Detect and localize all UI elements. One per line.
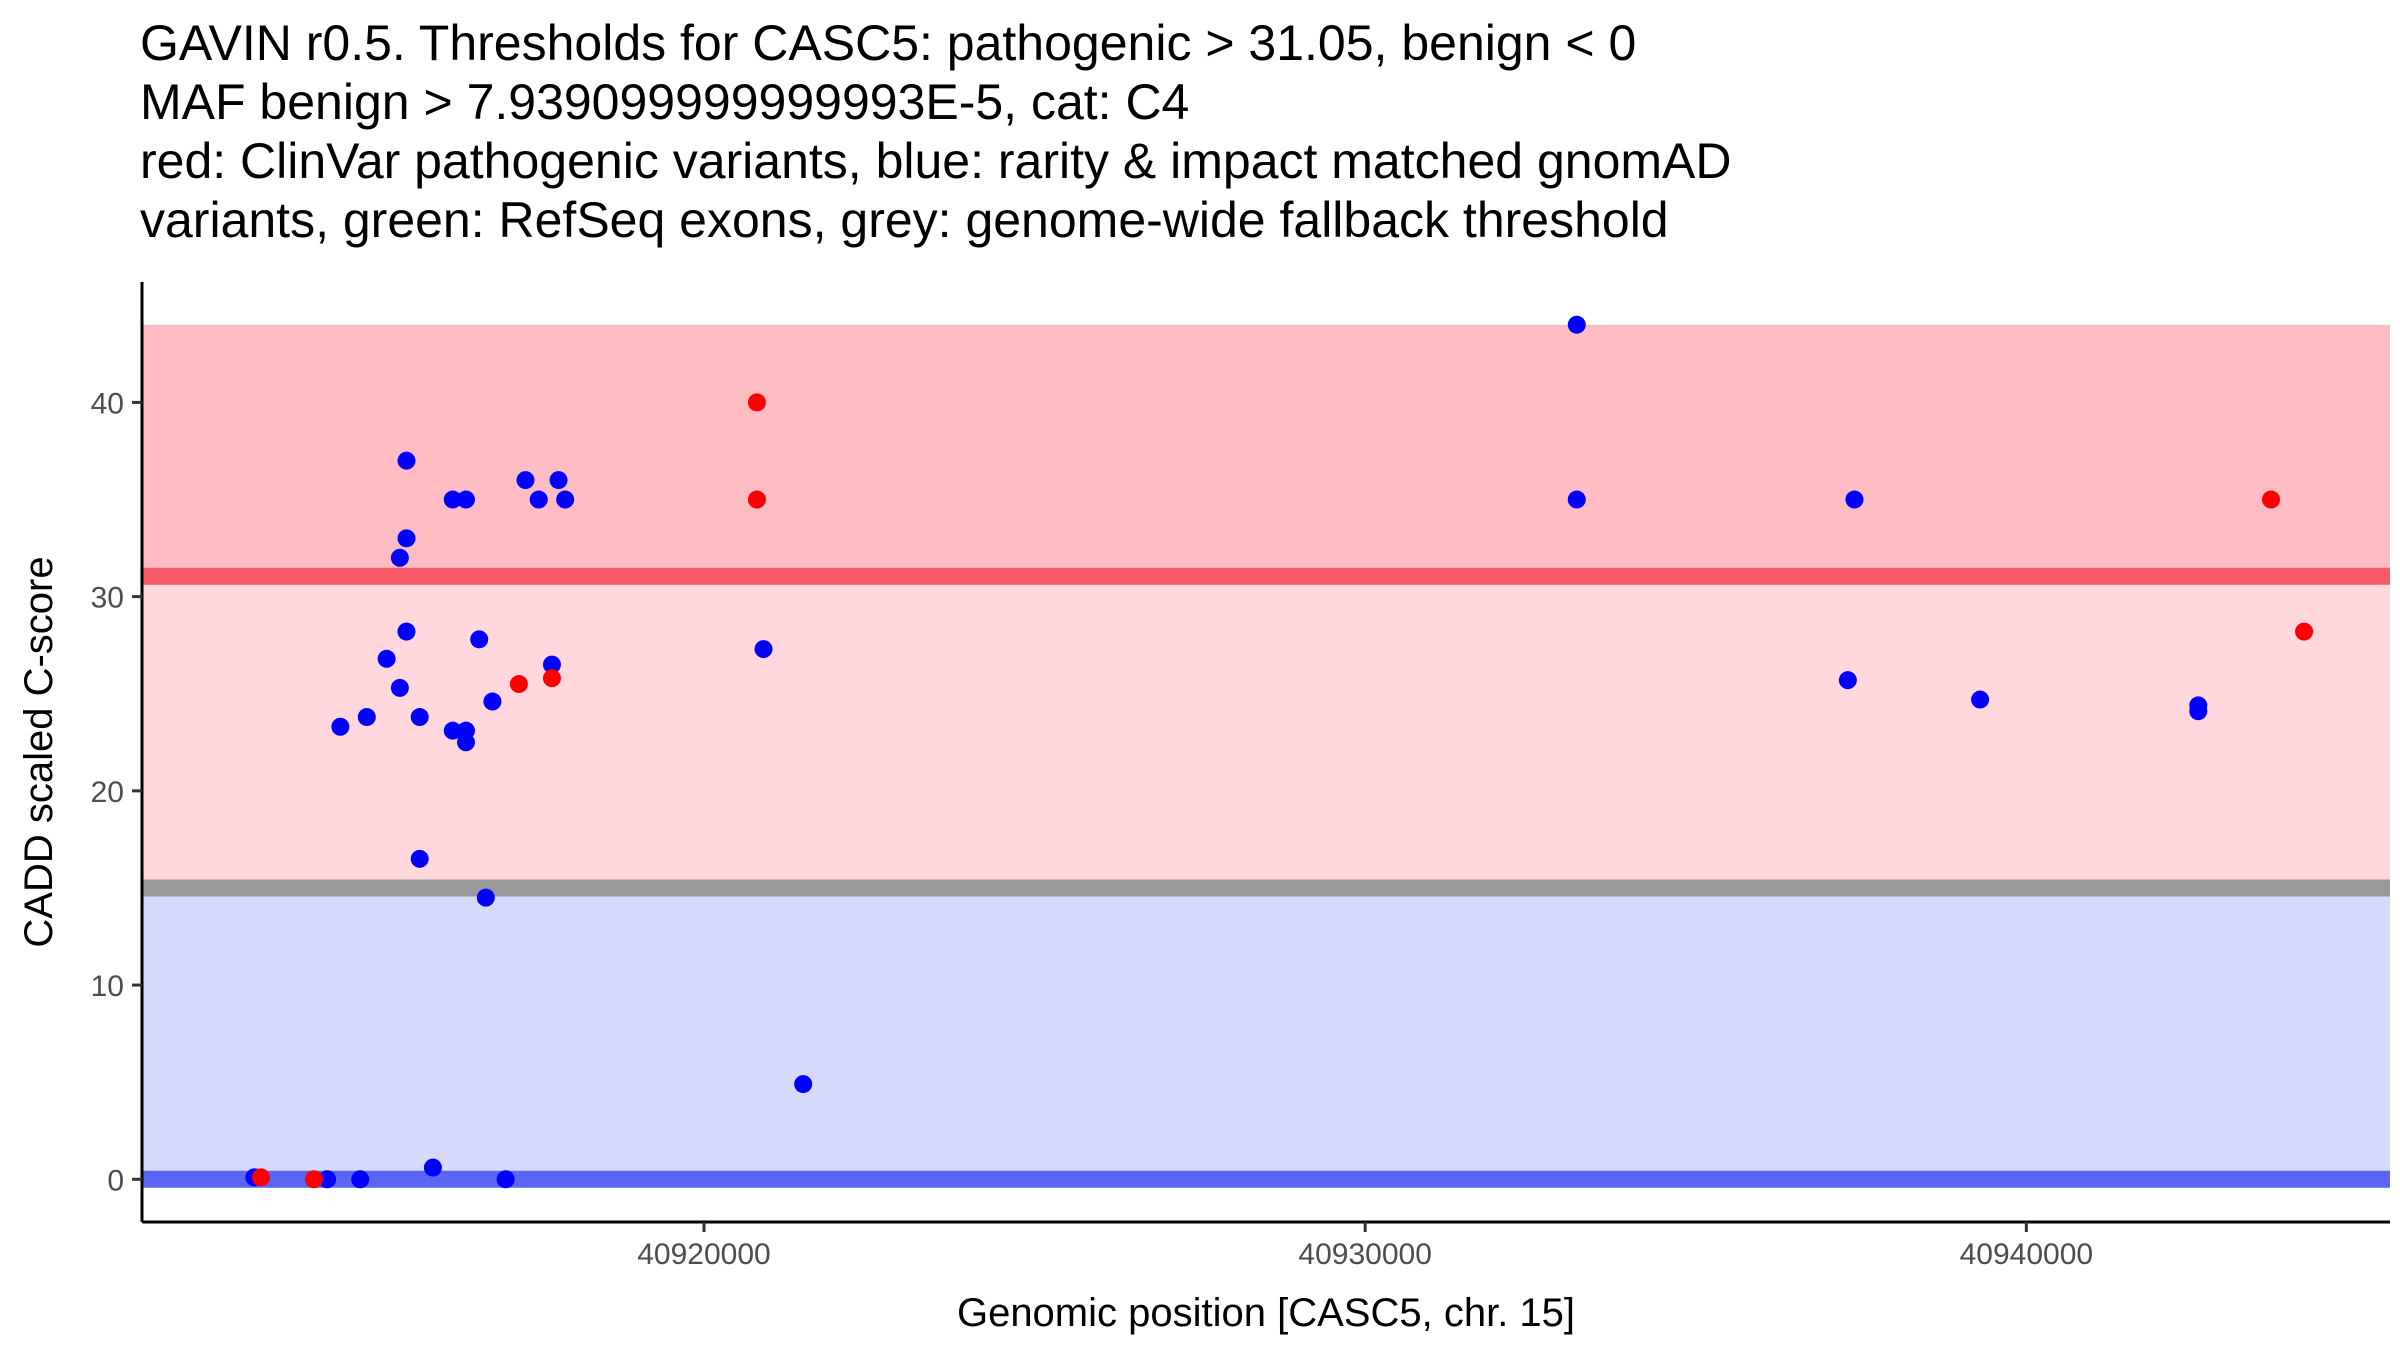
gnomad-point: [496, 1170, 515, 1189]
pathogenic-point: [304, 1170, 323, 1189]
x-axis-ticks: 40920000 40930000 40940000: [637, 1222, 2093, 1271]
gnomad-point: [318, 1170, 337, 1189]
title-line-2: MAF benign > 7.939099999999993E-5, cat: …: [140, 74, 1190, 130]
pathogenic-point: [509, 675, 528, 694]
gnomad-point: [390, 678, 409, 697]
gnomad-point: [443, 490, 462, 509]
pathogenic-point: [252, 1168, 271, 1187]
y-tick-label: 10: [91, 970, 124, 1003]
gnomad-point: [1567, 315, 1586, 334]
y-axis-title: CADD scaled C-score: [17, 556, 61, 947]
gnomad-point: [1838, 671, 1857, 690]
y-tick-label: 40: [91, 387, 124, 420]
title-line-1: GAVIN r0.5. Thresholds for CASC5: pathog…: [140, 15, 1637, 71]
gnomad-point: [483, 692, 502, 711]
x-tick-label: 40920000: [637, 1238, 770, 1271]
title-line-3: red: ClinVar pathogenic variants, blue: …: [140, 133, 1732, 189]
gnomad-point: [397, 622, 416, 641]
y-tick-label: 20: [91, 776, 124, 809]
title-line-4: variants, green: RefSeq exons, grey: gen…: [140, 192, 1669, 248]
gnomad-point: [516, 471, 535, 490]
gnomad-point: [470, 630, 489, 649]
gnomad-point: [397, 529, 416, 548]
y-axis-ticks: 0 10 20 30 40: [91, 387, 142, 1197]
gnomad-point: [1567, 490, 1586, 509]
y-tick-label: 0: [107, 1164, 124, 1197]
gnomad-point: [556, 490, 575, 509]
pathogenic-point: [747, 393, 766, 412]
gnomad-point: [476, 888, 495, 907]
x-axis-title: Genomic position [CASC5, chr. 15]: [957, 1291, 1575, 1335]
gnomad-point: [794, 1075, 813, 1094]
data-points: [245, 315, 2314, 1189]
gnomad-point: [351, 1170, 370, 1189]
gnomad-point: [410, 708, 429, 727]
pathogenic-point: [542, 669, 561, 688]
gnomad-point: [377, 649, 396, 668]
region-vus: [142, 576, 2390, 883]
gnomad-point: [456, 490, 475, 509]
region-pathogenic: [142, 324, 2390, 577]
gnomad-point: [357, 708, 376, 727]
pathogenic-point: [2295, 622, 2314, 641]
gnomad-point: [390, 548, 409, 567]
gnomad-point: [2189, 702, 2208, 721]
gnomad-point: [1845, 490, 1864, 509]
gnomad-point: [443, 721, 462, 740]
gnomad-point: [410, 849, 429, 868]
gnomad-point: [529, 490, 548, 509]
threshold-lines: [142, 567, 2390, 1188]
x-tick-label: 40940000: [1960, 1238, 2093, 1271]
gnomad-point: [1971, 690, 1990, 709]
gnomad-point: [423, 1158, 442, 1177]
threshold-regions: [142, 324, 2390, 1180]
gnomad-point: [456, 733, 475, 752]
gnomad-point: [542, 655, 561, 674]
y-tick-label: 30: [91, 582, 124, 615]
gnomad-point: [331, 717, 350, 736]
pathogenic-point: [747, 490, 766, 509]
gnomad-point: [549, 471, 568, 490]
gnomad-point: [397, 451, 416, 470]
region-benign: [142, 895, 2390, 1180]
pathogenic-point: [2261, 490, 2280, 509]
chart-title: GAVIN r0.5. Thresholds for CASC5: pathog…: [140, 14, 2380, 250]
gnomad-point: [754, 640, 773, 659]
x-tick-label: 40930000: [1298, 1238, 1431, 1271]
